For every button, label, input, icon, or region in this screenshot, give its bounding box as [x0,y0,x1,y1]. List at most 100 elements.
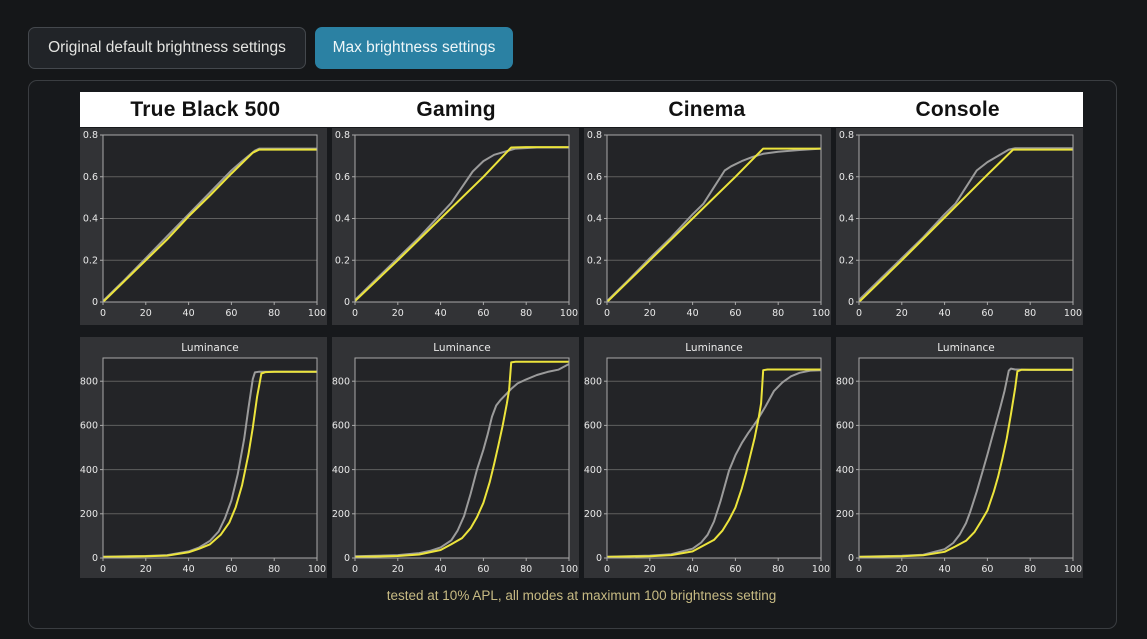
svg-text:100: 100 [308,308,326,319]
svg-text:40: 40 [435,564,447,575]
max-brightness-settings-button[interactable]: Max brightness settings [315,27,513,69]
svg-text:0: 0 [848,297,854,308]
plot-gaming-eotf: 0 0.2 0.4 0.6 0.8 0 20 40 60 80 100 [332,128,579,325]
column-header-strip: True Black 500 Gaming Cinema Console [80,92,1083,127]
svg-text:0: 0 [352,564,358,575]
svg-text:40: 40 [939,564,951,575]
svg-text:0: 0 [856,564,862,575]
chart-cinema-eotf: 0 0.2 0.4 0.6 0.8 0 20 40 60 80 100 [584,128,831,325]
svg-text:80: 80 [268,564,280,575]
svg-text:Luminance: Luminance [181,342,238,354]
svg-text:100: 100 [560,308,578,319]
svg-text:80: 80 [268,308,280,319]
svg-text:60: 60 [477,308,489,319]
svg-text:60: 60 [729,308,741,319]
svg-text:80: 80 [1024,308,1036,319]
svg-text:Luminance: Luminance [937,342,994,354]
svg-text:60: 60 [729,564,741,575]
charts-panel: True Black 500 Gaming Cinema Console 0 0.… [28,80,1117,629]
svg-text:60: 60 [225,564,237,575]
svg-text:100: 100 [560,564,578,575]
svg-text:0.6: 0.6 [587,172,602,183]
svg-text:0: 0 [344,297,350,308]
svg-text:20: 20 [644,564,656,575]
chart-console-eotf: 0 0.2 0.4 0.6 0.8 0 20 40 60 80 100 [836,128,1083,325]
chart-console-luminance: 0 200 400 600 800 0 20 40 60 80 100 Luminance [836,337,1083,578]
svg-text:40: 40 [939,308,951,319]
svg-text:0.8: 0.8 [83,130,98,141]
svg-text:Luminance: Luminance [685,342,742,354]
svg-text:0: 0 [848,553,854,564]
svg-text:20: 20 [896,564,908,575]
svg-text:800: 800 [836,376,854,387]
svg-text:600: 600 [836,421,854,432]
svg-text:40: 40 [183,564,195,575]
svg-text:400: 400 [584,465,602,476]
brightness-figure: True Black 500 Gaming Cinema Console 0 0.… [80,92,1083,603]
svg-text:0: 0 [856,308,862,319]
svg-text:0: 0 [596,297,602,308]
svg-text:600: 600 [332,421,350,432]
svg-text:600: 600 [80,421,98,432]
svg-text:60: 60 [225,308,237,319]
svg-text:0: 0 [100,308,106,319]
original-brightness-settings-button[interactable]: Original default brightness settings [28,27,306,69]
plot-cinema-luminance: 0 200 400 600 800 0 20 40 60 80 100 Luminance [584,337,831,578]
svg-text:0: 0 [352,308,358,319]
svg-text:0.4: 0.4 [587,214,602,225]
svg-text:0.4: 0.4 [839,214,854,225]
svg-text:60: 60 [981,564,993,575]
svg-text:100: 100 [308,564,326,575]
plot-true-black-500-eotf: 0 0.2 0.4 0.6 0.8 0 20 40 60 80 100 [80,128,327,325]
svg-text:400: 400 [332,465,350,476]
svg-text:0.2: 0.2 [83,255,98,266]
svg-text:0.8: 0.8 [335,130,350,141]
svg-text:100: 100 [1064,564,1082,575]
plot-cinema-eotf: 0 0.2 0.4 0.6 0.8 0 20 40 60 80 100 [584,128,831,325]
column-title-console: Console [915,97,1000,121]
svg-text:400: 400 [836,465,854,476]
svg-text:80: 80 [772,308,784,319]
svg-text:0.6: 0.6 [839,172,854,183]
svg-text:60: 60 [981,308,993,319]
svg-text:20: 20 [644,308,656,319]
svg-text:0.2: 0.2 [839,255,854,266]
chart-true-black-500-luminance: 0 200 400 600 800 0 20 40 60 80 100 Luminance [80,337,327,578]
plot-console-luminance: 0 200 400 600 800 0 20 40 60 80 100 Luminance [836,337,1083,578]
svg-text:100: 100 [1064,308,1082,319]
svg-text:200: 200 [332,509,350,520]
column-title-true-black-500: True Black 500 [130,97,281,121]
svg-text:0.8: 0.8 [839,130,854,141]
svg-text:0: 0 [100,564,106,575]
svg-text:0.4: 0.4 [335,214,350,225]
charts-grid: 0 0.2 0.4 0.6 0.8 0 20 40 60 80 100 0 0.2 0.4 0.6 0.8 0… [80,128,1083,578]
svg-text:80: 80 [520,564,532,575]
svg-text:Luminance: Luminance [433,342,490,354]
column-title-cinema: Cinema [668,97,746,121]
svg-text:20: 20 [140,564,152,575]
svg-text:800: 800 [332,376,350,387]
svg-text:0: 0 [604,564,610,575]
svg-text:40: 40 [183,308,195,319]
svg-text:600: 600 [584,421,602,432]
svg-text:0.2: 0.2 [335,255,350,266]
svg-text:0.6: 0.6 [83,172,98,183]
svg-text:0: 0 [344,553,350,564]
svg-text:40: 40 [435,308,447,319]
plot-console-eotf: 0 0.2 0.4 0.6 0.8 0 20 40 60 80 100 [836,128,1083,325]
column-title-gaming: Gaming [416,97,496,121]
svg-text:20: 20 [392,308,404,319]
chart-cinema-luminance: 0 200 400 600 800 0 20 40 60 80 100 Luminance [584,337,831,578]
svg-text:40: 40 [687,564,699,575]
svg-text:800: 800 [80,376,98,387]
svg-text:100: 100 [812,564,830,575]
svg-text:0.8: 0.8 [587,130,602,141]
svg-text:0: 0 [92,553,98,564]
svg-text:0: 0 [596,553,602,564]
plot-true-black-500-luminance: 0 200 400 600 800 0 20 40 60 80 100 Luminance [80,337,327,578]
svg-text:60: 60 [477,564,489,575]
svg-text:200: 200 [80,509,98,520]
svg-text:200: 200 [836,509,854,520]
svg-text:0.2: 0.2 [587,255,602,266]
